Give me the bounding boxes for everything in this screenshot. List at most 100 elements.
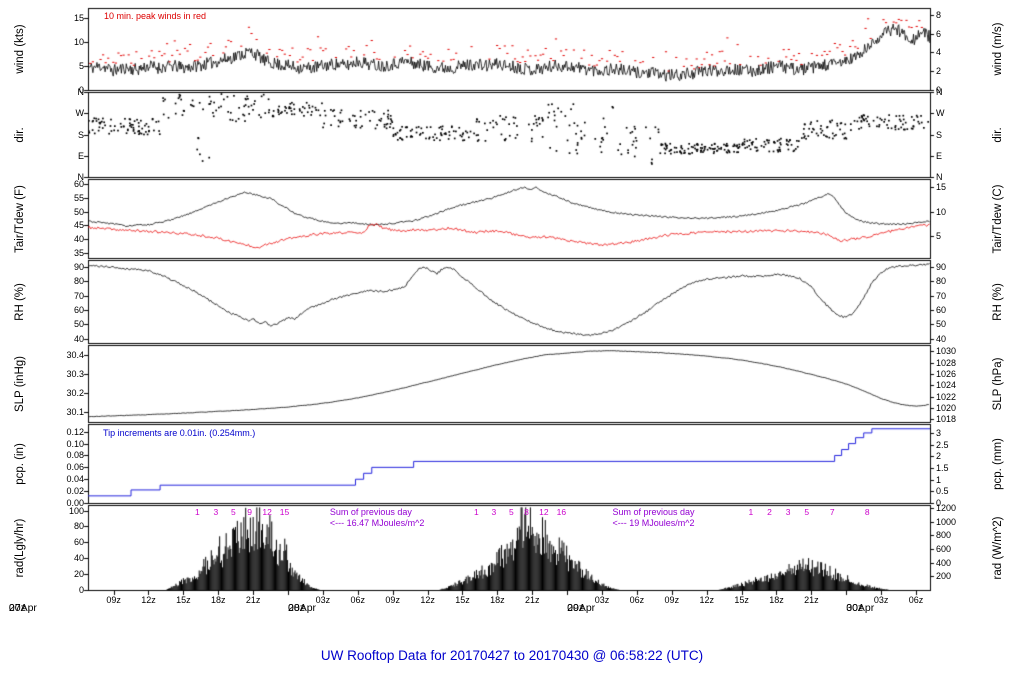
ytick-label-wind-right: 6	[936, 28, 942, 39]
axis-label-right-pcp: pcp. (mm)	[992, 437, 1004, 490]
rad-counter: 8	[864, 507, 870, 517]
rad-counter: 15	[279, 507, 290, 517]
ytick-label-wind: 15	[73, 12, 84, 23]
date-label-day: 30Apr	[846, 602, 875, 614]
ytick-label-slp: 30.4	[66, 349, 84, 360]
ytick-label-slp-right: 1028	[936, 357, 957, 368]
ytick-label-pcp: 0.04	[66, 474, 84, 485]
rad-counter: 12	[262, 507, 272, 517]
xtick-label: 12z	[141, 595, 156, 605]
ytick-label-rad: 40	[73, 553, 84, 564]
axis-label-left-rad: rad(Lgly/hr)	[14, 518, 26, 577]
ytick-label-pcp-right: 1	[936, 474, 942, 485]
rad-counter: 1	[748, 507, 754, 517]
xtick-label: 18z	[769, 595, 784, 605]
date-label-day: 29Apr	[567, 602, 596, 614]
rad-counter: 1	[194, 507, 200, 517]
xtick-label: 18z	[210, 595, 226, 605]
xtick-label: 09z	[106, 595, 121, 605]
axis-label-left-wind: wind (kts)	[14, 24, 26, 74]
axis-label-right-rad: rad (W/m^2)	[992, 516, 1004, 579]
ytick-label-wind: 10	[73, 36, 84, 47]
rad-counter: 5	[508, 507, 514, 517]
ytick-label-pcp-right: 3	[936, 427, 942, 438]
ytick-label-rh: 90	[73, 262, 84, 273]
ytick-label-pcp-right: 1.5	[936, 462, 949, 473]
ytick-label-slp-right: 1024	[936, 380, 957, 391]
xtick-label: 03z	[873, 595, 889, 605]
ytick-label-slp-right: 1030	[936, 346, 957, 357]
xtick-label: 15z	[176, 595, 191, 605]
ytick-label-pcp: 0.00	[66, 498, 84, 508]
ytick-label-rad: 20	[73, 569, 84, 580]
ytick-label-dir: S	[77, 129, 84, 140]
ytick-label-rad-right: 600	[936, 544, 952, 555]
ytick-label-rh-right: 50	[936, 319, 947, 330]
ytick-label-rad: 0	[78, 585, 84, 595]
rad-counter: 5	[230, 507, 236, 517]
ytick-label-pcp: 0.08	[66, 450, 84, 461]
ytick-label-pcp: 0.10	[66, 438, 84, 449]
ytick-label-dir-right: W	[936, 108, 945, 119]
date-label-hour: 00z	[846, 602, 864, 614]
rad-counter: 5	[804, 507, 810, 517]
xtick-label: 03z	[315, 595, 331, 605]
ytick-label-dir: N	[77, 172, 85, 182]
ytick-label-temp: 55	[73, 193, 84, 204]
rad-counter: 1	[474, 507, 479, 517]
xtick-label: 12z	[420, 595, 435, 605]
rad-counter: 16	[556, 507, 567, 517]
ytick-label-rh: 70	[73, 290, 84, 301]
ytick-label-dir: W	[75, 108, 85, 119]
ytick-label-rh-right: 80	[936, 276, 947, 287]
date-label-day: 27Apr	[8, 602, 37, 614]
ytick-label-slp: 30.2	[66, 388, 84, 399]
axis-label-left-dir: dir.	[14, 126, 26, 143]
xtick-label: 21z	[245, 595, 261, 605]
ytick-label-rad: 100	[68, 505, 84, 516]
axis-label-right-slp: SLP (hPa)	[992, 357, 1004, 410]
panel-slp	[88, 345, 930, 422]
ytick-label-rh-right: 40	[936, 333, 947, 344]
ytick-label-wind-right: 2	[936, 66, 942, 77]
ytick-label-slp-right: 1018	[936, 414, 957, 425]
wind-peaks-note: 10 min. peak winds in red	[104, 11, 207, 21]
pcp-tip-note: Tip increments are 0.01in. (0.254mm.)	[103, 428, 256, 438]
ytick-label-temp: 40	[73, 233, 84, 244]
ytick-label-slp: 30.3	[66, 368, 84, 379]
ytick-label-dir-right: S	[936, 129, 943, 140]
ytick-label-rh-right: 60	[936, 305, 947, 316]
panel-rad	[88, 505, 930, 590]
ytick-label-slp: 30.1	[66, 407, 84, 418]
rad-counter: 9	[247, 507, 253, 517]
rad-counter: 7	[829, 507, 835, 517]
rad-counter: 3	[785, 507, 791, 517]
ytick-label-pcp-right: 2.5	[936, 439, 949, 450]
ytick-label-dir-right: N	[936, 87, 943, 97]
ytick-label-wind: 0	[78, 85, 84, 95]
axis-label-right-temp: Tair/Tdew (C)	[992, 183, 1004, 254]
ytick-label-slp-right: 1022	[936, 391, 957, 402]
panel-rh	[88, 260, 930, 343]
ytick-label-rh: 60	[73, 305, 84, 316]
xtick-label: 12z	[699, 595, 714, 605]
xtick-label: 06z	[350, 595, 366, 605]
axis-label-left-temp: Tair/Tdew (F)	[14, 184, 26, 253]
ytick-label-temp: 50	[73, 206, 84, 217]
panel-wind	[88, 8, 930, 90]
rad-counter: 2	[767, 507, 772, 517]
ytick-label-pcp: 0.06	[66, 462, 84, 473]
rad-counter: 3	[491, 507, 497, 517]
ytick-label-temp: 35	[73, 247, 84, 258]
ytick-label-rad-right: 200	[936, 571, 952, 582]
ytick-label-wind: 5	[78, 60, 84, 71]
ytick-label-rh-right: 90	[936, 262, 947, 273]
xtick-label: 03z	[594, 595, 610, 605]
ytick-label-rad-right: 400	[936, 557, 952, 568]
ytick-label-wind-right: 8	[936, 9, 942, 20]
panel-temp	[88, 179, 930, 258]
ytick-label-pcp-right: 0	[936, 498, 942, 508]
panel-dir	[88, 92, 930, 177]
chart-title: UW Rooftop Data for 20170427 to 20170430…	[320, 648, 704, 663]
